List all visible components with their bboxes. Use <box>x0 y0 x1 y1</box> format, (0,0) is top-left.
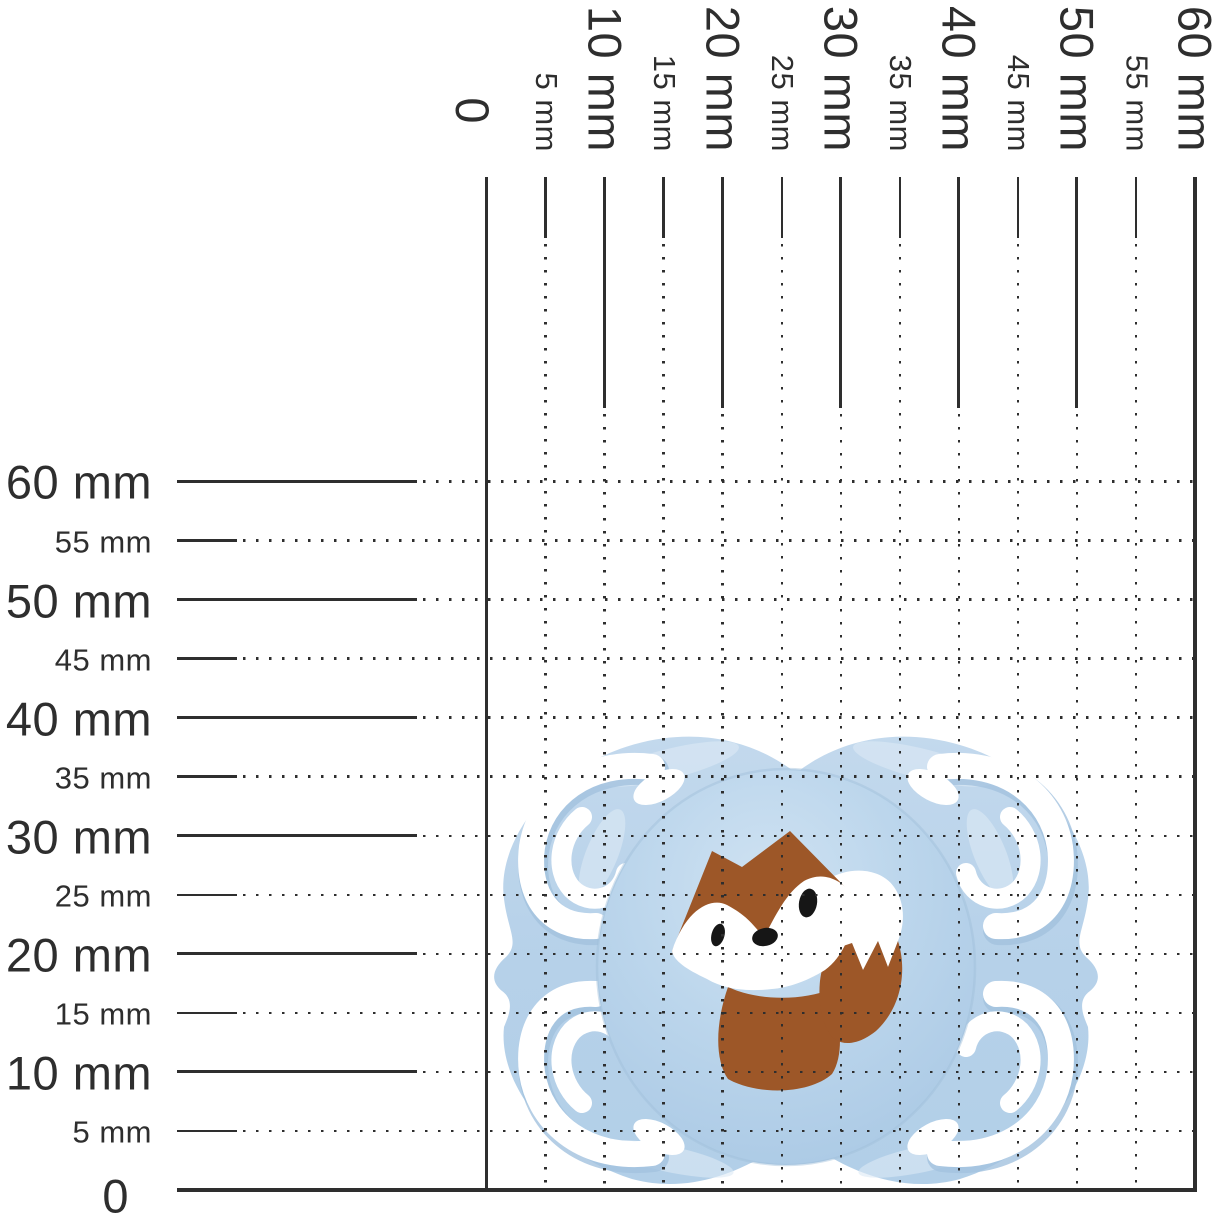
grid-row-dotted-50mm <box>423 598 1195 601</box>
top-tick-35mm <box>898 177 901 238</box>
left-tick-10mm <box>177 1070 417 1074</box>
left-tick-label-0mm: 0 <box>102 1169 129 1223</box>
left-tick-15mm <box>177 1011 237 1015</box>
plot-border-0mm <box>484 177 489 1192</box>
left-tick-30mm <box>177 834 417 838</box>
top-tick-label-55mm: 55 mm <box>1119 54 1155 152</box>
top-tick-label-35mm: 35 mm <box>883 54 919 152</box>
top-tick-label-0mm: 0 <box>446 97 500 124</box>
top-tick-label-15mm: 15 mm <box>646 54 682 152</box>
grid-row-dotted-30mm <box>423 834 1195 837</box>
grid-row-dotted-35mm <box>243 775 1195 778</box>
left-tick-35mm <box>177 775 237 778</box>
grid-column-dotted-40mm <box>957 414 961 1190</box>
left-tick-label-35mm: 35 mm <box>54 760 152 796</box>
left-tick-25mm <box>177 893 237 896</box>
grid-row-dotted-20mm <box>423 952 1195 955</box>
baseline-0mm <box>177 1188 1197 1192</box>
grid-row-dotted-10mm <box>423 1070 1195 1074</box>
grid-row-dotted-60mm <box>423 480 1195 483</box>
top-tick-40mm <box>957 177 961 408</box>
left-tick-label-40mm: 40 mm <box>5 692 152 746</box>
top-tick-15mm <box>662 177 665 238</box>
left-tick-label-5mm: 5 mm <box>72 1114 152 1150</box>
left-tick-label-15mm: 15 mm <box>54 996 152 1032</box>
left-tick-label-55mm: 55 mm <box>54 524 152 559</box>
left-tick-60mm <box>177 479 417 483</box>
left-tick-40mm <box>177 716 417 720</box>
top-tick-55mm <box>1134 177 1138 238</box>
left-tick-label-45mm: 45 mm <box>54 642 152 678</box>
grid-column-dotted-20mm <box>721 414 724 1190</box>
left-tick-label-30mm: 30 mm <box>5 810 152 864</box>
top-tick-label-10mm: 10 mm <box>578 5 632 152</box>
grid-column-dotted-55mm <box>1134 244 1138 1190</box>
top-tick-20mm <box>721 177 725 408</box>
top-tick-label-25mm: 25 mm <box>764 54 800 152</box>
grid-column-dotted-50mm <box>1075 414 1079 1190</box>
left-tick-55mm <box>177 539 237 542</box>
grid-row-dotted-25mm <box>243 893 1195 896</box>
top-tick-label-40mm: 40 mm <box>932 5 986 152</box>
left-tick-50mm <box>177 598 417 602</box>
top-tick-label-20mm: 20 mm <box>696 5 750 152</box>
left-tick-label-60mm: 60 mm <box>5 455 152 509</box>
grid-row-dotted-45mm <box>243 657 1195 660</box>
left-tick-45mm <box>177 657 237 660</box>
top-tick-5mm <box>544 177 547 238</box>
left-tick-label-25mm: 25 mm <box>54 878 152 914</box>
shield-gaps <box>633 768 959 1156</box>
grid-row-dotted-5mm <box>243 1129 1195 1133</box>
top-tick-25mm <box>780 177 783 238</box>
grid-row-dotted-15mm <box>243 1011 1195 1015</box>
left-tick-label-50mm: 50 mm <box>5 574 152 628</box>
grid-column-dotted-10mm <box>603 414 606 1190</box>
left-tick-label-20mm: 20 mm <box>5 928 152 982</box>
plot-border-60mm <box>1193 177 1197 1192</box>
top-tick-10mm <box>603 177 607 408</box>
top-tick-45mm <box>1016 177 1020 238</box>
top-tick-label-50mm: 50 mm <box>1050 5 1104 152</box>
grid-row-dotted-55mm <box>243 539 1195 542</box>
grid-column-dotted-45mm <box>1016 244 1020 1190</box>
top-tick-label-60mm: 60 mm <box>1168 5 1222 152</box>
top-tick-50mm <box>1075 177 1079 408</box>
top-tick-label-30mm: 30 mm <box>814 5 868 152</box>
left-tick-label-10mm: 10 mm <box>5 1046 152 1100</box>
top-tick-30mm <box>839 177 843 408</box>
grid-column-dotted-30mm <box>839 414 842 1190</box>
left-tick-5mm <box>177 1129 237 1133</box>
left-tick-20mm <box>177 952 417 956</box>
curl-cutouts <box>518 752 1074 1168</box>
grid-row-dotted-40mm <box>423 716 1195 719</box>
top-tick-label-45mm: 45 mm <box>1001 54 1037 152</box>
fox-nose <box>752 927 778 947</box>
top-tick-label-5mm: 5 mm <box>528 72 564 153</box>
